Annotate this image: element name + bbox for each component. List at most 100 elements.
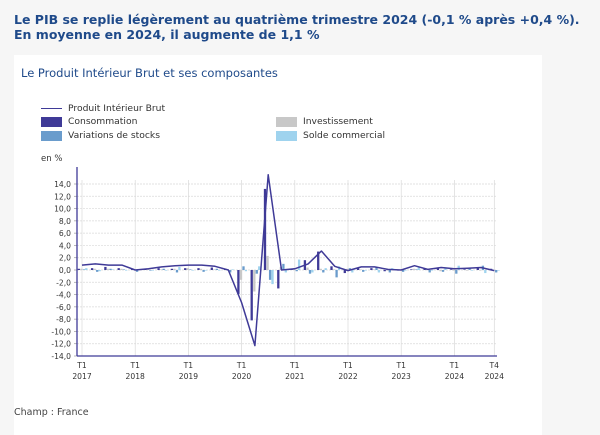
bar [215,268,219,270]
bar [295,270,298,272]
bar [415,269,418,270]
bar [465,270,469,271]
bar [455,270,458,274]
y-tick-label: -8,0 [56,315,71,324]
bar [383,270,386,272]
footer-note: Champ : France [14,407,89,418]
bar [218,270,221,271]
chart-plot: -14,0 -12,0 -10,0 -8,0 -6,0 -4,0 -2,0 0,0 2,0 4,0… [51,167,504,381]
headline-line-1: Le PIB se replie légèrement au quatrième… [14,12,580,27]
x-tick-year: 2019 [179,372,198,381]
bar [282,263,285,270]
y-axis-unit: en % [41,154,63,164]
bar [231,269,234,270]
bar [109,268,112,270]
bar [197,268,200,270]
bar [96,270,99,272]
x-tick-year: 2024 [445,372,464,381]
bar [346,268,349,270]
legend-swatch-icon [41,116,62,127]
legend-label: Variations de stocks [68,130,161,141]
bar [348,268,352,270]
bar [335,270,338,278]
y-tick-label: 0,0 [59,266,71,275]
legend-label: Produit Intérieur Brut [68,103,166,114]
y-tick-label: 2,0 [59,254,71,263]
y-tick-label: -14,0 [51,352,71,361]
legend-item-stocks: Variations de stocks [41,130,160,141]
bar [463,269,466,270]
y-tick-label: -4,0 [56,291,71,300]
bar [90,268,94,270]
legend-item-solde: Solde commercial [276,130,385,141]
bar [470,270,474,271]
bar [255,270,258,274]
bar [306,267,309,270]
bar [284,270,287,273]
legend-label: Consommation [68,116,138,127]
bar [388,270,391,273]
bar [77,268,80,270]
y-tick-label: -6,0 [56,303,71,312]
y-tick-label: 10,0 [54,205,71,214]
y-tick-label: -10,0 [51,327,71,336]
bar [319,268,322,270]
bar [120,268,123,270]
bar [324,268,327,270]
bar [410,269,413,270]
pib-line [81,174,495,347]
bar [308,270,312,274]
bar [125,270,128,271]
component-bars [77,188,500,321]
bar [162,268,165,270]
x-tick-year: 2023 [392,372,411,381]
bar [213,269,216,270]
bar [441,270,445,272]
bar [439,270,442,272]
y-tick-label: 12,0 [54,192,71,201]
y-tick-label: -2,0 [56,278,71,287]
bar [104,266,107,270]
y-tick-label: 14,0 [54,180,71,189]
bar [191,270,194,271]
bar [80,268,83,270]
bar [237,270,240,294]
bar [258,266,261,270]
x-tick-year: 2022 [338,372,357,381]
bar [160,269,163,270]
legend-swatch-icon [41,130,62,141]
bar [351,270,354,273]
bar [386,270,389,271]
bar [359,269,362,270]
x-tick-quarter: T1 [129,361,140,370]
bar [268,270,272,280]
x-tick-year: 2021 [285,372,304,381]
bar [266,255,269,270]
bar [362,270,365,272]
bar [122,269,125,270]
x-tick-quarter: T1 [342,361,353,370]
bar [175,270,179,273]
y-tick-label: 6,0 [59,229,71,238]
bar [199,268,203,270]
bar [495,270,498,273]
y-axis-ticks: -14,0 -12,0 -10,0 -8,0 -6,0 -4,0 -2,0 0,0 2,0 4,0… [51,180,77,361]
bar [202,270,205,272]
bar [149,270,152,271]
bar [184,268,187,270]
legend-item-investissement: Investissement [276,116,373,127]
bar [457,265,460,270]
bar [170,268,174,270]
bar [253,270,256,292]
x-tick-year: 2018 [126,372,145,381]
bar [452,270,455,271]
bar [497,270,500,271]
bar [250,270,253,321]
x-tick-quarter: T1 [236,361,247,370]
bar [111,269,115,270]
bar [173,268,176,270]
bar [117,268,120,270]
y-tick-label: 8,0 [59,217,71,226]
bar [428,270,431,273]
bar [106,268,110,270]
